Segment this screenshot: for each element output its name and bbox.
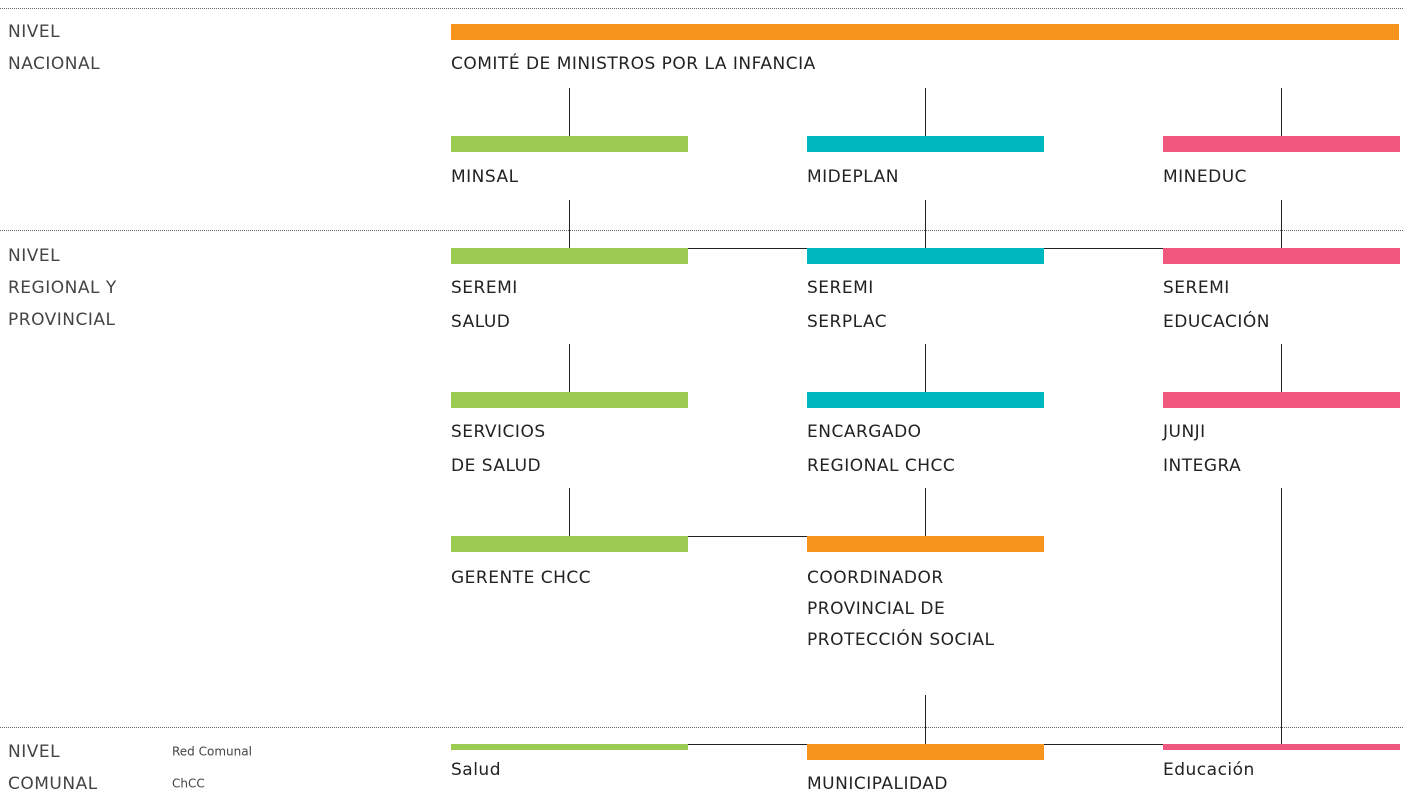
- node-bar: [1163, 136, 1400, 152]
- node-bar: [807, 136, 1044, 152]
- node-label: MIDEPLAN: [807, 167, 899, 187]
- level-label: NIVEL: [8, 246, 60, 266]
- node-bar: [807, 248, 1044, 264]
- level-label: NIVEL: [8, 742, 60, 762]
- node-label: Salud: [451, 760, 501, 780]
- node-label: Educación: [1163, 760, 1255, 780]
- connectors: [569, 88, 1282, 745]
- node-label: MUNICIPALIDAD: [807, 774, 948, 794]
- node-bar: [1163, 744, 1400, 750]
- level-label: COMUNAL: [8, 774, 98, 794]
- node-label: SERPLAC: [807, 312, 887, 332]
- node-label: COORDINADOR: [807, 568, 944, 588]
- level-label: PROVINCIAL: [8, 310, 116, 330]
- node-label: REGIONAL CHCC: [807, 456, 955, 476]
- node-label: INTEGRA: [1163, 456, 1241, 476]
- node-label: SEREMI: [807, 278, 874, 298]
- node-label: MINEDUC: [1163, 167, 1247, 187]
- node-label: GERENTE CHCC: [451, 568, 591, 588]
- node-bar: [807, 536, 1044, 552]
- level-label: REGIONAL Y: [8, 278, 117, 298]
- node-bar: [451, 136, 688, 152]
- node-bar: [1163, 248, 1400, 264]
- node-label: SALUD: [451, 312, 510, 332]
- level-note: Red Comunal: [172, 745, 252, 759]
- node-label: MINSAL: [451, 167, 519, 187]
- level-note: ChCC: [172, 777, 205, 791]
- node-label: SERVICIOS: [451, 422, 546, 442]
- node-bar: [451, 24, 1399, 40]
- node-bar: [451, 392, 688, 408]
- node-label: ENCARGADO: [807, 422, 922, 442]
- node-label: PROTECCIÓN SOCIAL: [807, 628, 995, 650]
- node-bar: [807, 744, 1044, 760]
- node-label: COMITÉ DE MINISTROS POR LA INFANCIA: [451, 52, 816, 74]
- node-label: SEREMI: [451, 278, 518, 298]
- level-label: NIVEL: [8, 22, 60, 42]
- node-bar: [451, 248, 688, 264]
- node-bar: [807, 392, 1044, 408]
- level-label: NACIONAL: [8, 54, 100, 74]
- node-label: SEREMI: [1163, 278, 1230, 298]
- node-label: EDUCACIÓN: [1163, 310, 1270, 332]
- node-bar: [451, 744, 688, 750]
- node-label: DE SALUD: [451, 456, 541, 476]
- node-bar: [451, 536, 688, 552]
- node-label: PROVINCIAL DE: [807, 599, 945, 619]
- node-bar: [1163, 392, 1400, 408]
- node-label: JUNJI: [1162, 422, 1206, 442]
